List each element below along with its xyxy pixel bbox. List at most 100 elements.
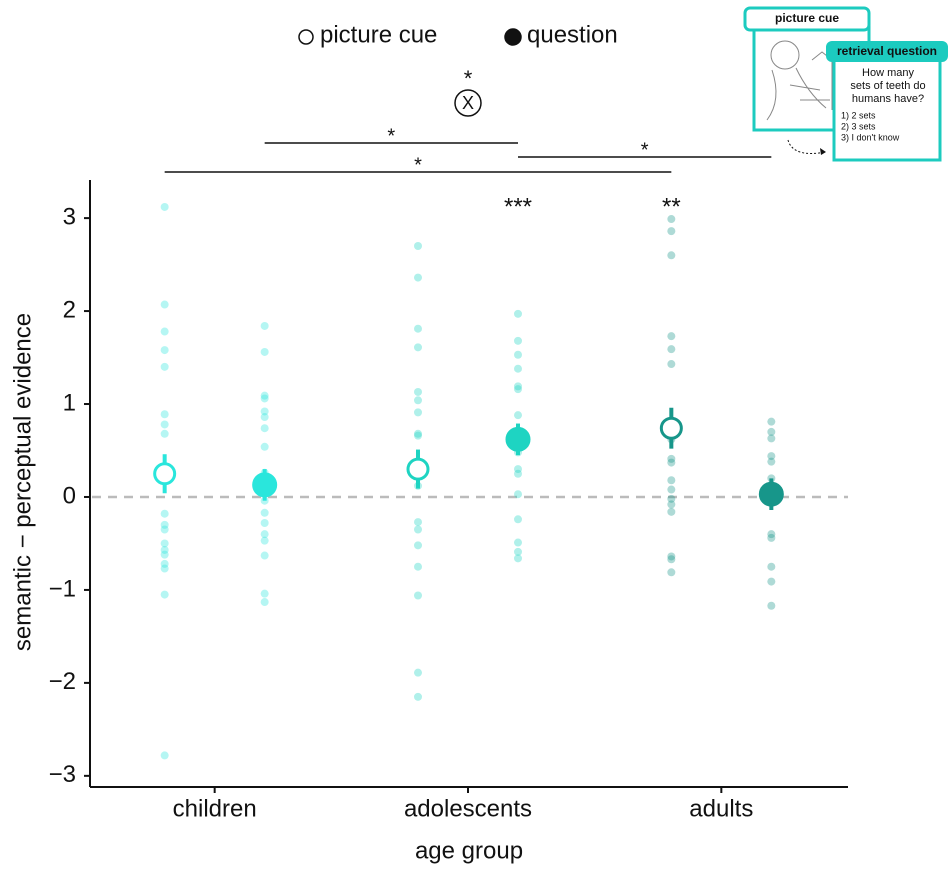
option: 1) 2 sets [841, 110, 876, 120]
data-point [514, 469, 522, 478]
data-point [260, 530, 269, 539]
data-point [160, 346, 169, 355]
interaction-label: * [464, 66, 473, 91]
data-point [260, 391, 269, 400]
data-point [160, 564, 169, 573]
data-point [260, 321, 269, 330]
data-point [414, 518, 422, 527]
data-point [514, 411, 522, 420]
data-point [414, 396, 422, 405]
data-point [260, 413, 269, 422]
data-point [414, 541, 422, 550]
data-point [414, 591, 422, 600]
y-tick-label: −1 [49, 575, 76, 602]
data-point [667, 507, 676, 516]
data-point [667, 360, 676, 369]
data-point [160, 525, 169, 534]
data-point [260, 551, 269, 560]
data-point [514, 382, 522, 391]
question-frame [832, 48, 942, 162]
data-point [414, 692, 422, 701]
data-point [767, 427, 776, 436]
data-point [260, 442, 269, 451]
data-point [767, 434, 776, 443]
data-point [667, 494, 676, 503]
bracket-label: * [387, 125, 395, 147]
y-tick-label: −3 [49, 761, 76, 788]
data-point [514, 465, 522, 474]
data-point [260, 407, 269, 416]
x-tick-label: children [173, 795, 257, 822]
data-point [514, 490, 522, 499]
data-point [160, 559, 169, 568]
data-point [767, 577, 776, 586]
arrow [787, 139, 827, 154]
sketch [766, 40, 833, 121]
question-tab [826, 41, 948, 62]
y-axis-label: semantic − perceptual evidence [9, 313, 36, 651]
significance-label: ** [662, 193, 681, 220]
data-point [514, 515, 522, 524]
mean-marker [758, 481, 784, 507]
data-point [414, 562, 422, 571]
y-tick-label: 1 [63, 389, 76, 416]
data-point [160, 410, 169, 419]
data-point [667, 552, 676, 561]
data-point [260, 536, 269, 545]
data-point [160, 550, 169, 559]
legend-label: picture cue [320, 21, 437, 48]
data-point [667, 476, 676, 485]
data-point [667, 345, 676, 354]
arrow-head [820, 148, 826, 155]
data-point [414, 241, 422, 250]
bracket-label: * [641, 139, 649, 161]
y-tick-label: 3 [63, 203, 76, 230]
y-tick-label: 2 [63, 296, 76, 323]
data-point [260, 589, 269, 598]
data-point [260, 598, 269, 607]
data-point [260, 347, 269, 356]
picture-label: picture cue [775, 11, 839, 25]
data-point [767, 457, 776, 466]
data-point [514, 385, 522, 394]
data-point [667, 485, 676, 494]
data-point [160, 520, 169, 529]
data-point [667, 555, 676, 564]
data-point [414, 273, 422, 282]
data-point [767, 562, 776, 571]
x-axis-label: age group [415, 837, 523, 864]
data-point [414, 525, 422, 534]
data-point [260, 394, 269, 403]
data-point [514, 364, 522, 373]
data-point [767, 417, 776, 426]
data-point [414, 668, 422, 677]
data-point [414, 408, 422, 417]
data-point [514, 309, 522, 318]
data-point [414, 387, 422, 396]
data-point [260, 424, 269, 433]
data-point [414, 431, 422, 440]
data-point [514, 538, 522, 547]
mean-marker [505, 426, 531, 452]
interaction-circle [454, 89, 482, 117]
data-point [514, 547, 522, 556]
mean-marker [153, 462, 177, 486]
legend-label: question [527, 21, 618, 48]
mean-marker [406, 457, 430, 481]
data-point [767, 533, 776, 542]
interaction-symbol: X [462, 93, 474, 113]
data-point [160, 202, 169, 211]
data-point [160, 545, 169, 554]
mean-marker [252, 472, 278, 498]
picture-tab [743, 6, 871, 32]
legend-marker [298, 29, 314, 45]
option: 2) 3 sets [841, 121, 876, 131]
data-point [667, 215, 676, 224]
data-point [160, 509, 169, 518]
data-point [667, 500, 676, 509]
data-point [667, 227, 676, 236]
data-point [514, 554, 522, 563]
y-tick-label: −2 [49, 668, 76, 695]
question-text: humans have? [852, 93, 924, 105]
